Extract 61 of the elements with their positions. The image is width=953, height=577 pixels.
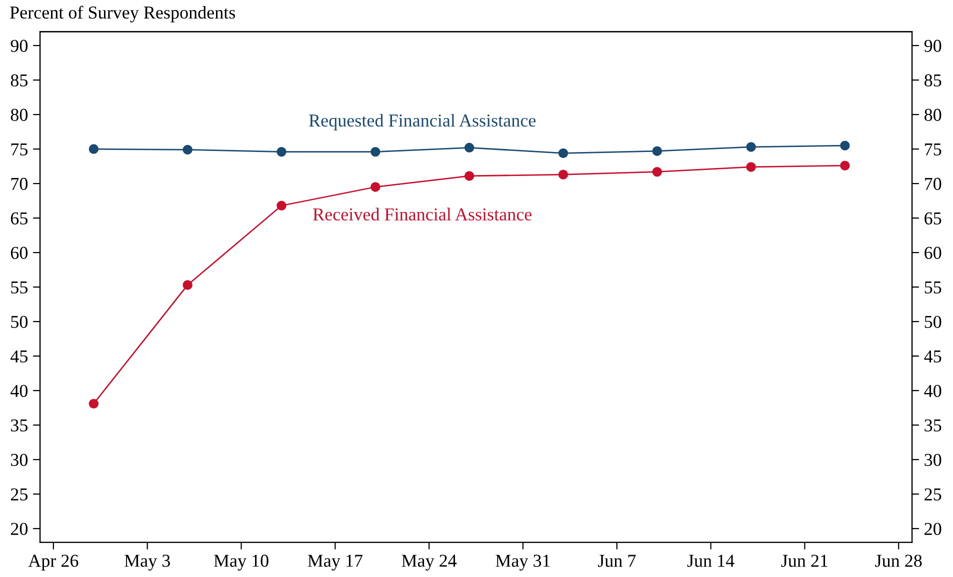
y2-tick-label: 20 [924,522,942,536]
point [558,170,568,180]
point [276,146,286,157]
y-tick-label: 90 [10,40,28,52]
x-tick-label: Jun 14 [687,554,734,567]
y2-tick-label: 50 [924,316,942,328]
series-label: Received Financial Assistance [313,208,532,220]
x-tick-label: May 17 [308,554,362,571]
point [88,144,99,154]
y2-tick-label: 40 [924,384,942,398]
point [840,140,850,150]
y-tick-label: 65 [10,212,28,224]
x-tick-label: May 10 [214,554,268,571]
x-tick-label: Jun 7 [598,554,636,567]
y-tick-label: 20 [10,522,28,536]
point [746,162,756,172]
x-tick-label: Apr 26 [28,554,78,571]
y2-tick-label: 90 [924,40,942,52]
point [182,280,192,290]
x-tick-label: Jun 28 [875,554,922,567]
y2-tick-label: 75 [925,143,942,156]
y-tick-label: 75 [11,143,28,156]
y2-tick-label: 45 [924,350,942,363]
y2-tick-label: 60 [924,246,942,259]
y-tick-label: 50 [11,316,28,328]
y-tick-label: 35 [11,419,28,432]
point [558,148,568,158]
y2-tick-label: 70 [925,178,942,190]
point [370,182,380,192]
point [370,146,380,157]
series-label: Requested Financial Assistance [309,114,536,130]
point [88,398,99,409]
y2-tick-label: 30 [924,454,942,466]
point [464,142,474,153]
y-tick-label: 85 [10,74,28,86]
point [652,146,662,156]
y2-tick-label: 65 [924,212,942,224]
x-tick-label: May 3 [124,554,170,571]
y-tick-label: 80 [10,108,28,121]
point [840,160,850,170]
y2-tick-label: 25 [924,488,942,501]
y2-tick-label: 55 [924,282,942,294]
y-tick-label: 45 [10,350,28,363]
y-tick-label: 70 [11,178,28,190]
point [652,166,662,177]
point [182,144,192,155]
y-axis-title: Percent of Survey Respondents [10,6,236,22]
point [746,142,756,152]
y-tick-label: 25 [10,488,28,501]
point [276,200,286,210]
y2-tick-label: 80 [924,108,942,121]
y-tick-label: 30 [11,454,28,466]
y2-tick-label: 85 [924,74,942,86]
x-tick-label: May 31 [496,554,550,571]
y-tick-label: 40 [10,384,28,398]
y-tick-label: 55 [11,282,28,294]
y2-tick-label: 35 [924,419,942,432]
y-tick-label: 60 [10,246,28,259]
x-tick-label: Jun 21 [781,554,828,567]
x-tick-label: May 24 [402,554,457,571]
point [464,171,474,181]
